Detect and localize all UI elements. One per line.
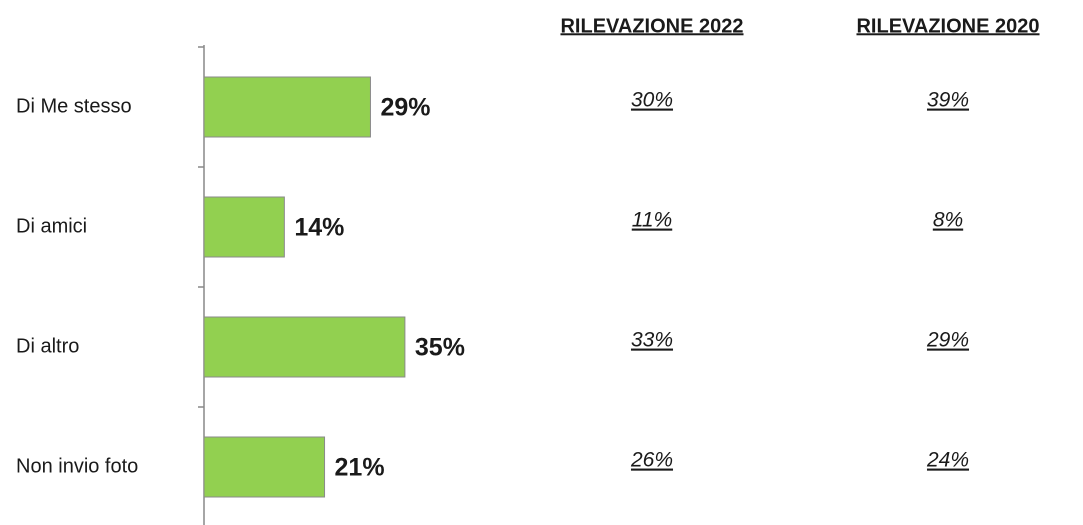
column-header: RILEVAZIONE 2022 [560, 15, 743, 37]
value-label: 29% [380, 94, 430, 122]
bar [203, 76, 371, 138]
category-label: Non invio foto [16, 455, 138, 477]
category-label: Di amici [16, 215, 87, 237]
column-value: 39% [927, 89, 969, 112]
column-value: 29% [926, 329, 969, 352]
bar [203, 196, 285, 258]
column-value: 33% [631, 329, 673, 352]
category-label: Di altro [16, 335, 79, 357]
value-label: 21% [335, 454, 385, 482]
value-label: 35% [415, 334, 465, 362]
column-value: 26% [630, 449, 673, 472]
bar [203, 316, 406, 378]
column-header: RILEVAZIONE 2020 [856, 15, 1039, 37]
column-value: 8% [933, 209, 963, 232]
column-value: 24% [926, 449, 969, 472]
column-value: 30% [631, 89, 673, 112]
value-label: 14% [294, 214, 344, 242]
column-value: 11% [632, 209, 672, 232]
category-label: Di Me stesso [16, 95, 132, 117]
bar [203, 436, 326, 498]
